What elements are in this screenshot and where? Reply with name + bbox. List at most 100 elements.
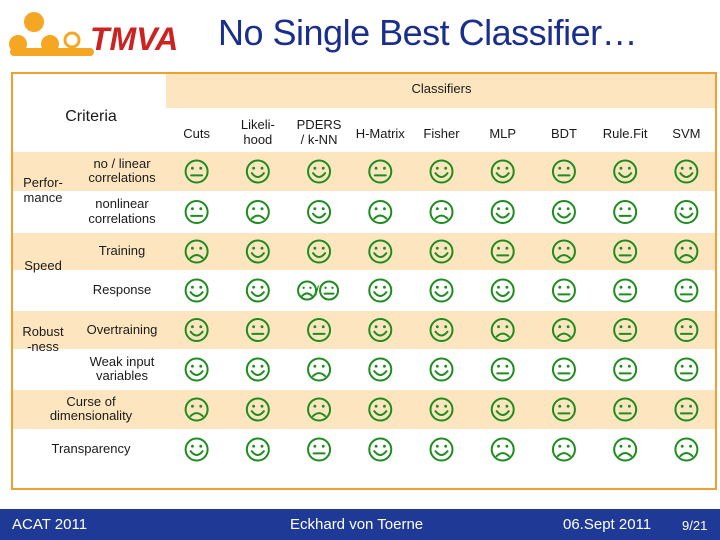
footer-conference: ACAT 2011 xyxy=(12,516,88,533)
sad-smiley-icon xyxy=(429,200,454,224)
neutral-smiley-icon xyxy=(319,280,340,301)
happy-smiley-icon xyxy=(245,278,270,303)
happy-smiley-icon xyxy=(429,278,454,303)
slide-title: No Single Best Classifier… xyxy=(218,12,638,53)
neutral-smiley-icon xyxy=(245,318,270,342)
happy-smiley-icon xyxy=(184,437,209,462)
sad-smiley-icon xyxy=(551,239,576,264)
row-stripe xyxy=(11,311,717,349)
happy-smiley-icon xyxy=(245,357,270,382)
criteria-row-label: Response xyxy=(92,282,152,297)
table-grid: / xyxy=(11,72,717,490)
happy-smiley-icon xyxy=(429,437,454,462)
happy-smiley-icon xyxy=(368,239,393,264)
happy-smiley-icon xyxy=(245,397,270,422)
criteria-row-label: Transparency xyxy=(51,441,131,456)
happy-smiley-icon xyxy=(674,159,699,184)
row-stripe xyxy=(11,429,717,470)
happy-smiley-icon xyxy=(245,437,270,462)
neutral-smiley-icon xyxy=(613,239,638,264)
comparison-table: / Classifiers Criteria Cuts Likeli-hood PDER… xyxy=(11,72,717,490)
neutral-smiley-icon xyxy=(490,239,515,264)
neutral-smiley-icon xyxy=(674,357,699,382)
sad-smiley-icon xyxy=(307,357,332,382)
happy-smiley-icon xyxy=(184,357,209,382)
footer-page-number: 9/21 xyxy=(682,518,708,533)
happy-smiley-icon xyxy=(674,200,699,224)
rating-separator: / xyxy=(315,283,319,299)
neutral-smiley-icon xyxy=(184,200,209,224)
neutral-smiley-icon xyxy=(307,437,332,462)
neutral-smiley-icon xyxy=(613,200,638,224)
logo-dots-graphic xyxy=(9,12,94,56)
neutral-smiley-icon xyxy=(490,357,515,382)
neutral-smiley-icon xyxy=(551,357,576,382)
happy-smiley-icon xyxy=(490,200,515,224)
footer-bar: ACAT 2011 Eckhard von Toerne 06.Sept 201… xyxy=(0,509,720,540)
sad-smiley-icon xyxy=(368,200,393,224)
neutral-smiley-icon xyxy=(307,318,332,342)
neutral-smiley-icon xyxy=(551,397,576,422)
row-stripe xyxy=(11,191,717,233)
classifier-header: PDERS / k-NN xyxy=(296,117,342,147)
criteria-row-label: nonlinear correlations xyxy=(88,196,156,226)
sad-smiley-icon xyxy=(613,437,638,462)
row-stripe xyxy=(11,390,717,429)
row-stripe xyxy=(11,270,717,311)
sad-smiley-icon xyxy=(674,239,699,264)
classifier-header: BDT xyxy=(550,126,577,141)
happy-smiley-icon xyxy=(368,437,393,462)
happy-smiley-icon xyxy=(490,159,515,184)
happy-smiley-icon xyxy=(429,159,454,184)
sad-smiley-icon xyxy=(184,239,209,264)
tmva-logo: TMVA xyxy=(0,0,230,66)
happy-smiley-icon xyxy=(307,200,332,224)
neutral-smiley-icon xyxy=(613,318,638,342)
neutral-smiley-icon xyxy=(674,318,699,342)
sad-smiley-icon xyxy=(490,437,515,462)
happy-smiley-icon xyxy=(429,239,454,264)
criteria-group-label: Speed xyxy=(24,258,62,273)
classifier-header: Cuts xyxy=(183,126,210,141)
classifier-header: MLP xyxy=(489,126,517,141)
sad-smiley-icon xyxy=(307,397,332,422)
criteria-row-label: Weak input variables xyxy=(89,353,155,384)
happy-smiley-icon xyxy=(368,318,393,342)
neutral-smiley-icon xyxy=(613,278,638,303)
happy-smiley-icon xyxy=(429,318,454,342)
happy-smiley-icon xyxy=(429,357,454,382)
happy-smiley-icon xyxy=(307,239,332,264)
criteria-group-label: Perfor-mance xyxy=(23,175,63,205)
classifiers-header-bg xyxy=(166,72,717,108)
sad-smiley-icon xyxy=(551,437,576,462)
happy-smiley-icon xyxy=(368,357,393,382)
classifier-header: Likeli-hood xyxy=(240,117,275,147)
row-stripe xyxy=(11,233,717,270)
neutral-smiley-icon xyxy=(184,159,209,184)
criteria-row-label: no / linear correlations xyxy=(88,155,156,186)
sad-smiley-icon xyxy=(245,200,270,224)
logo-text: TMVA xyxy=(90,21,178,57)
happy-smiley-icon xyxy=(613,159,638,184)
neutral-smiley-icon xyxy=(551,159,576,184)
neutral-smiley-icon xyxy=(674,278,699,303)
happy-smiley-icon xyxy=(368,278,393,303)
criteria-group-label: Robust -ness xyxy=(22,324,64,354)
row-stripe xyxy=(11,349,717,390)
happy-smiley-icon xyxy=(184,278,209,303)
neutral-smiley-icon xyxy=(613,357,638,382)
row-stripe xyxy=(11,152,717,191)
sad-smiley-icon xyxy=(184,397,209,422)
classifier-header: Fisher xyxy=(423,126,460,141)
criteria-row-label: Curse of dimensionality xyxy=(49,393,133,424)
classifiers-header: Classifiers xyxy=(411,81,472,96)
panel-border xyxy=(11,72,717,490)
happy-smiley-icon xyxy=(490,278,515,303)
neutral-smiley-icon xyxy=(674,397,699,422)
neutral-smiley-icon xyxy=(368,159,393,184)
happy-smiley-icon xyxy=(307,159,332,184)
happy-smiley-icon xyxy=(245,239,270,264)
happy-smiley-icon xyxy=(490,397,515,422)
neutral-smiley-icon xyxy=(613,397,638,422)
classifier-header: H-Matrix xyxy=(355,126,405,141)
